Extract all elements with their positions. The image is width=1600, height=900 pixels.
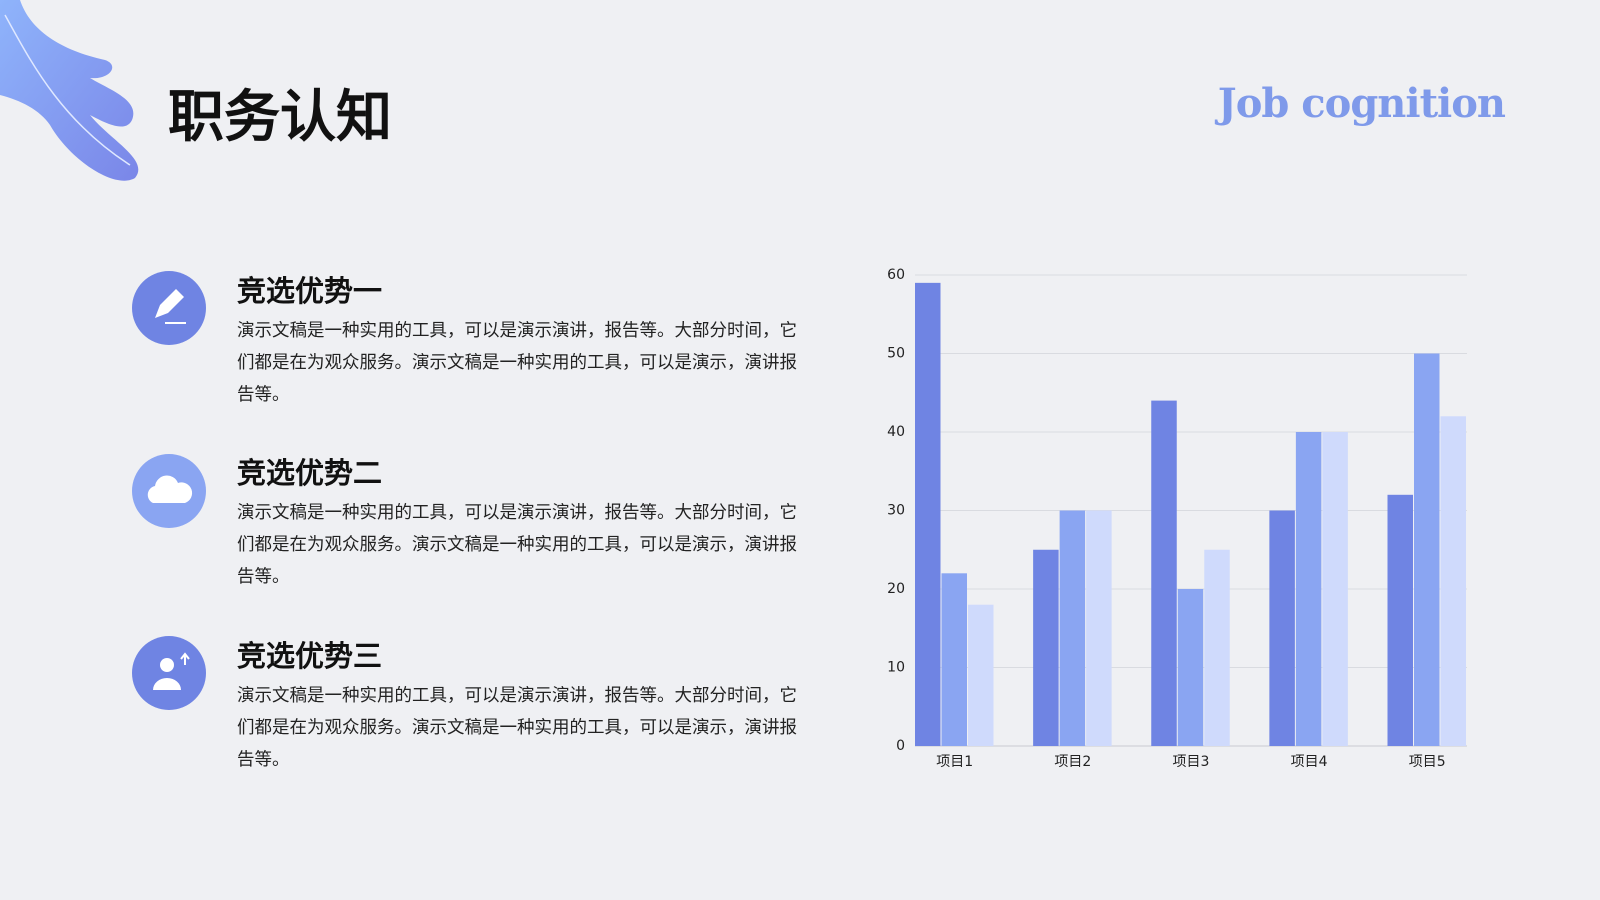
bar — [1387, 494, 1413, 746]
bar — [1322, 432, 1348, 746]
item-title: 竞选优势一 — [237, 274, 383, 308]
bar — [1204, 549, 1230, 746]
bar — [915, 282, 941, 746]
bar — [1440, 416, 1466, 746]
x-tick-label: 项目1 — [936, 754, 973, 770]
bar — [941, 573, 967, 746]
bar — [1414, 353, 1440, 746]
bar — [1086, 510, 1112, 746]
item-body: 演示文稿是一种实用的工具，可以是演示演讲，报告等。大部分时间，它们都是在为观众服… — [237, 503, 797, 587]
y-tick-label: 10 — [887, 660, 905, 676]
x-tick-label: 项目2 — [1054, 754, 1091, 770]
bar — [1177, 589, 1204, 746]
y-tick-label: 20 — [887, 581, 905, 597]
title: 职务认知 — [168, 85, 392, 150]
y-tick-label: 0 — [896, 738, 905, 754]
decoration — [0, 0, 139, 181]
y-tick-label: 50 — [887, 346, 905, 362]
bar — [1295, 432, 1322, 746]
subtitle: Job cognition — [1217, 80, 1506, 127]
bar — [1269, 510, 1295, 746]
item-title: 竞选优势二 — [237, 456, 383, 490]
item-body: 演示文稿是一种实用的工具，可以是演示演讲，报告等。大部分时间，它们都是在为观众服… — [237, 321, 797, 405]
icons — [132, 271, 206, 710]
y-tick-label: 30 — [887, 503, 905, 519]
bar — [1059, 510, 1086, 746]
x-tick-label: 项目3 — [1173, 754, 1210, 770]
bar — [968, 604, 994, 746]
x-tick-label: 项目5 — [1409, 754, 1446, 770]
x-tick-label: 项目4 — [1291, 754, 1328, 770]
icon-user — [132, 636, 206, 710]
item-title: 竞选优势三 — [237, 639, 383, 673]
bar — [1033, 549, 1059, 746]
bar — [1151, 400, 1177, 746]
y-tick-label: 40 — [887, 424, 905, 440]
item-body: 演示文稿是一种实用的工具，可以是演示演讲，报告等。大部分时间，它们都是在为观众服… — [237, 686, 797, 770]
y-tick-label: 60 — [887, 267, 905, 283]
